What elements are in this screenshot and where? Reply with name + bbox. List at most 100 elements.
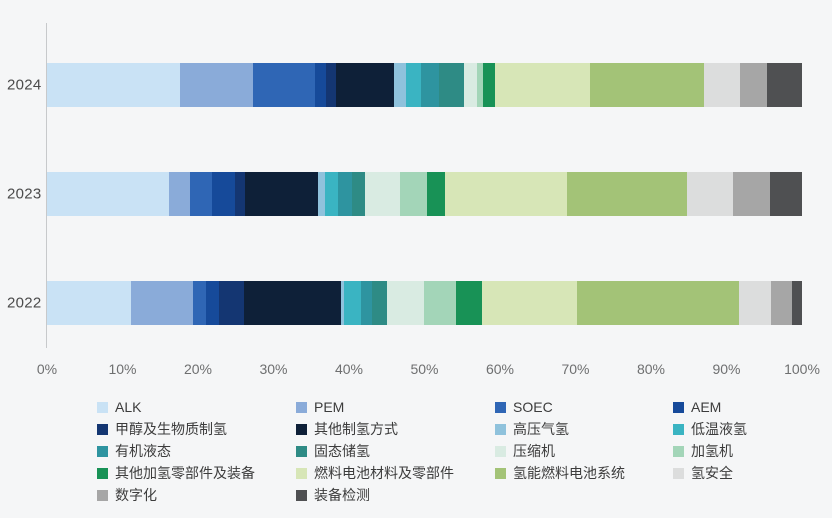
x-tick-label: 30% — [259, 361, 288, 377]
bar-segment — [169, 172, 191, 216]
x-tick-label: 90% — [712, 361, 741, 377]
legend-item: 氢安全 — [673, 465, 817, 481]
bar-segment — [47, 281, 131, 325]
bar-segment — [179, 63, 254, 107]
bar-segment — [589, 63, 704, 107]
x-tick-label: 40% — [334, 361, 364, 377]
bar-segment — [206, 281, 220, 325]
legend-swatch-icon — [673, 423, 684, 435]
bar-segment — [405, 63, 421, 107]
bar-segment — [361, 281, 373, 325]
legend-item: 其他制氢方式 — [296, 421, 495, 437]
legend-item: 其他加氢零部件及装备 — [97, 465, 296, 481]
bar-segment — [792, 281, 802, 325]
bar-segment — [219, 281, 245, 325]
legend-swatch-icon — [97, 445, 108, 457]
bar-segment — [351, 172, 365, 216]
bar-segment — [130, 281, 194, 325]
bar-segment — [770, 172, 802, 216]
bar-segment — [244, 172, 318, 216]
x-tick-label: 50% — [410, 361, 439, 377]
bar-segment — [386, 281, 425, 325]
legend-swatch-icon — [97, 467, 108, 479]
legend-label: 装备检测 — [314, 487, 370, 503]
bar-segment — [438, 63, 465, 107]
y-category-label: 2022 — [7, 294, 42, 312]
legend-label: SOEC — [513, 399, 553, 415]
bar-segment — [372, 281, 387, 325]
y-category-label: 2023 — [7, 185, 42, 203]
legend-label: 氢能燃料电池系统 — [513, 465, 625, 481]
bar-segment — [464, 63, 477, 107]
bar-row-2022: 2022 — [7, 281, 802, 325]
legend-item: 甲醇及生物质制氢 — [97, 421, 296, 437]
bar-segment — [324, 172, 338, 216]
legend-item: 高压气氢 — [495, 421, 673, 437]
legend-label: 固态储氢 — [314, 443, 370, 459]
legend-item: 固态储氢 — [296, 443, 495, 459]
legend-item: 低温液氢 — [673, 421, 817, 437]
bar-segment — [190, 172, 213, 216]
legend-item: PEM — [296, 399, 495, 415]
legend-swatch-icon — [296, 489, 307, 501]
legend-label: PEM — [314, 399, 345, 415]
legend-swatch-icon — [97, 423, 108, 435]
bar-segment — [494, 63, 590, 107]
x-tick-label: 60% — [485, 361, 515, 377]
bar-segment — [703, 63, 740, 107]
bar-row-2024: 2024 — [7, 63, 802, 107]
bar-segment — [576, 281, 740, 325]
legend: ALK PEM SOEC AEM 甲醇及生物质制氢 其他制氢方式 高压气氢 低温液氢 有机液态 固… — [97, 399, 817, 503]
bar-segment — [337, 172, 352, 216]
legend-label: 燃料电池材料及零部件 — [314, 465, 454, 481]
bar-segment — [767, 63, 802, 107]
legend-label: 加氢机 — [691, 443, 733, 459]
bar-segment — [325, 63, 337, 107]
bar-segment — [483, 63, 495, 107]
legend-item: SOEC — [495, 399, 673, 415]
legend-swatch-icon — [296, 445, 307, 457]
x-tick-label: 10% — [108, 361, 137, 377]
legend-label: 其他加氢零部件及装备 — [115, 465, 255, 481]
legend-item: 装备检测 — [296, 487, 495, 503]
legend-label: 数字化 — [115, 487, 157, 503]
x-tick-label: 0% — [36, 361, 58, 377]
legend-item: 氢能燃料电池系统 — [495, 465, 673, 481]
legend-item: 加氢机 — [673, 443, 817, 459]
bar-row-2023: 2023 — [7, 172, 802, 216]
legend-label: 有机液态 — [115, 443, 171, 459]
x-tick-label: 80% — [636, 361, 666, 377]
legend-item: 压缩机 — [495, 443, 673, 459]
x-tick-label: 100% — [784, 361, 820, 377]
legend-swatch-icon — [97, 401, 108, 413]
legend-item: 数字化 — [97, 487, 296, 503]
bar-segment — [315, 63, 326, 107]
bar-segment — [340, 281, 345, 325]
legend-label: 甲醇及生物质制氢 — [115, 421, 227, 437]
bar-segment — [212, 172, 235, 216]
legend-item: ALK — [97, 399, 296, 415]
legend-swatch-icon — [673, 401, 684, 413]
bar-segment — [424, 281, 457, 325]
bar-segment — [47, 172, 170, 216]
bar-segment — [244, 281, 341, 325]
legend-item: 燃料电池材料及零部件 — [296, 465, 495, 481]
legend-label: 低温液氢 — [691, 421, 747, 437]
bar-segment — [427, 172, 445, 216]
bar-segment — [481, 281, 577, 325]
legend-label: 高压气氢 — [513, 421, 569, 437]
legend-swatch-icon — [673, 445, 684, 457]
bar-segment — [456, 281, 482, 325]
legend-swatch-icon — [495, 423, 506, 435]
x-axis: 0% 10% 20% 30% 40% 50% 60% 70% 80% 90% 100% — [37, 361, 820, 383]
y-axis-line — [46, 23, 47, 348]
bar-segment — [444, 172, 568, 216]
x-tick-label: 20% — [183, 361, 213, 377]
legend-label: 压缩机 — [513, 443, 555, 459]
bar-segment — [193, 281, 207, 325]
bar-segment — [234, 172, 245, 216]
bar-segment — [739, 63, 768, 107]
x-tick-label: 70% — [561, 361, 590, 377]
legend-item: 有机液态 — [97, 443, 296, 459]
